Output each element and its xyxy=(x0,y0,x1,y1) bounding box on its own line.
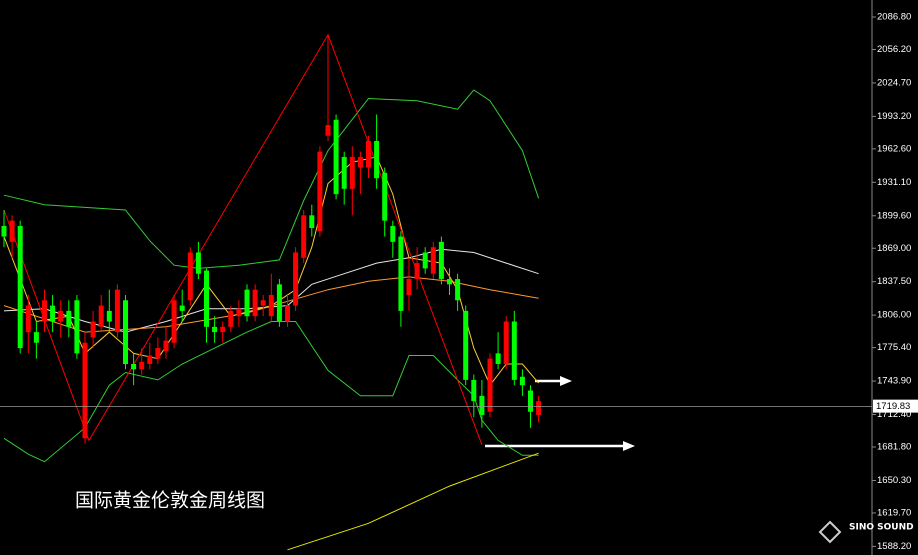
arrows xyxy=(485,376,635,451)
candle-body xyxy=(479,395,485,415)
candle-body xyxy=(528,390,533,412)
candle-body xyxy=(422,252,428,269)
candle-body xyxy=(123,300,128,364)
candle-body xyxy=(66,310,72,327)
candle-body xyxy=(317,151,323,232)
y-tick-label: 1650.30 xyxy=(877,475,911,486)
candle-body xyxy=(495,353,501,364)
candle-body xyxy=(414,263,420,280)
candle-body xyxy=(285,305,290,322)
candle-body xyxy=(220,326,226,333)
candle-body xyxy=(374,141,380,179)
y-tick-label: 1899.60 xyxy=(877,210,911,221)
indicator-line xyxy=(3,89,540,269)
y-tick-label: 1743.90 xyxy=(877,376,911,387)
indicator-line xyxy=(3,248,539,333)
current-price-box xyxy=(873,399,918,413)
y-tick-label: 1712.40 xyxy=(877,409,911,420)
y-tick-label: 1775.40 xyxy=(877,342,911,353)
candle-body xyxy=(147,355,153,364)
candle-body xyxy=(252,289,258,317)
candle-body xyxy=(325,125,331,136)
y-tick-label: 2086.80 xyxy=(877,12,911,23)
current-price-label: 1719.83 xyxy=(876,401,910,412)
candle-body xyxy=(268,294,274,317)
candle-body xyxy=(131,363,137,370)
candle-body xyxy=(114,289,120,333)
indicator-line xyxy=(3,156,539,387)
y-tick-label: 1681.80 xyxy=(877,442,911,453)
logo: SINO SOUND xyxy=(818,520,914,544)
candle-body xyxy=(171,300,177,343)
candle-body xyxy=(349,156,355,189)
candle-body xyxy=(17,225,23,349)
candle-body xyxy=(382,172,388,221)
y-tick-label: 1869.00 xyxy=(877,243,911,254)
candle-body xyxy=(212,326,218,333)
y-tick-label: 1993.20 xyxy=(877,111,911,122)
candle-body xyxy=(455,279,461,301)
candle-body xyxy=(82,342,88,439)
candle-body xyxy=(511,321,517,380)
indicator-line xyxy=(3,33,483,445)
candle-body xyxy=(179,305,185,311)
candle-body xyxy=(293,252,299,306)
candle-body xyxy=(1,225,7,237)
indicator-line xyxy=(287,452,539,551)
candle-body xyxy=(430,247,436,274)
candle-body xyxy=(276,284,282,322)
indicator-line xyxy=(3,321,539,463)
candle-body xyxy=(341,156,347,189)
candle-body xyxy=(503,321,509,364)
candle-body xyxy=(357,156,363,168)
candle-body xyxy=(244,289,250,317)
y-tick-label: 1806.00 xyxy=(877,310,911,321)
candle-body xyxy=(187,252,193,301)
candle-body xyxy=(50,305,56,322)
candle-body xyxy=(398,236,404,311)
candle-body xyxy=(236,308,242,317)
y-tick-label: 1588.20 xyxy=(877,541,911,552)
y-tick-label: 1619.70 xyxy=(877,507,911,518)
y-tick-label: 1962.60 xyxy=(877,143,911,154)
candle-body xyxy=(98,305,104,327)
candle-body xyxy=(9,220,15,242)
candle-body xyxy=(58,310,64,322)
candle-body xyxy=(471,379,477,402)
chart-title: 国际黄金伦敦金周线图 xyxy=(75,490,265,512)
candle-body xyxy=(519,376,525,386)
candle-body xyxy=(228,310,234,327)
candle-body xyxy=(90,321,96,338)
candle-body xyxy=(260,300,266,306)
candle-body xyxy=(204,270,209,327)
y-tick-label: 2024.70 xyxy=(877,77,911,88)
candle-body xyxy=(106,310,112,322)
candle-body xyxy=(155,348,161,359)
candle-body xyxy=(33,332,39,343)
candle-body xyxy=(163,340,169,352)
logo-text: SINO SOUND xyxy=(849,523,914,533)
candle-body xyxy=(42,300,47,322)
candle-body xyxy=(536,401,542,415)
y-tick-label: 1931.10 xyxy=(877,177,911,188)
candle-body xyxy=(438,241,444,280)
candle-body xyxy=(25,305,31,333)
candle-body xyxy=(390,225,396,242)
candle-body xyxy=(366,141,371,168)
candle-body xyxy=(333,119,339,195)
candle-body xyxy=(195,252,201,274)
candle-body xyxy=(487,358,493,412)
y-tick-label: 2056.20 xyxy=(877,44,911,55)
candle-body xyxy=(406,279,412,295)
candle-body xyxy=(301,215,307,258)
candle-body xyxy=(139,361,145,370)
candle-body xyxy=(463,310,469,380)
y-tick-label: 1837.50 xyxy=(877,276,911,287)
candle-body xyxy=(74,300,80,354)
candle-body xyxy=(447,279,452,285)
candle-body xyxy=(309,215,315,229)
